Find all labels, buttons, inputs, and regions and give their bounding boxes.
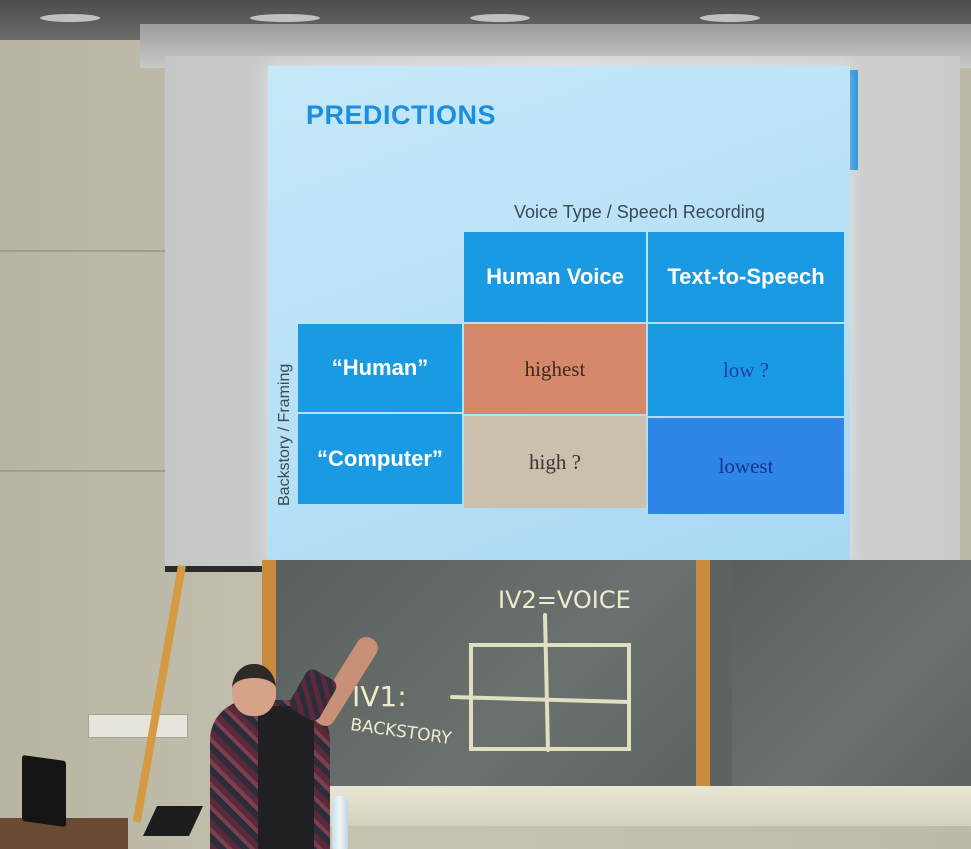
- computer-monitor: [22, 754, 66, 828]
- column-header-text-to-speech: Text-to-Speech: [648, 232, 844, 322]
- ceiling-light: [700, 14, 760, 22]
- chalk-column-label: IV2=VOICE: [498, 586, 631, 614]
- column-header-human-voice: Human Voice: [464, 232, 646, 322]
- presenter-head: [232, 664, 276, 716]
- column-axis-label: Voice Type / Speech Recording: [514, 202, 765, 222]
- slide-edge: [848, 70, 858, 170]
- water-bottle: [332, 796, 348, 849]
- chalkboard-frame: [696, 560, 710, 800]
- chalkboard-panel-right: [732, 560, 971, 790]
- slide-title: PREDICTIONS: [306, 100, 497, 130]
- cell-computer-text-to-speech: lowest: [648, 418, 844, 514]
- ceiling-light: [40, 14, 100, 22]
- cell-human-human-voice: highest: [464, 324, 646, 414]
- wall-seam: [0, 250, 170, 252]
- row-axis-label: Backstory / Framing: [276, 363, 293, 506]
- presenter-shirt: [258, 706, 314, 849]
- wall-seam: [0, 470, 170, 472]
- cell-human-text-to-speech: low ?: [648, 324, 844, 416]
- power-outlet-strip: [88, 714, 188, 738]
- slide: PREDICTIONS Voice Type / Speech Recordin…: [268, 66, 850, 562]
- row-header-human: “Human”: [298, 324, 462, 412]
- ceiling-light: [470, 14, 530, 22]
- chalk-tray: [262, 786, 971, 826]
- ceiling-light: [250, 14, 320, 22]
- chalk-row-label-top: IV1:: [352, 680, 407, 713]
- cell-computer-human-voice: high ?: [464, 416, 646, 508]
- row-header-computer: “Computer”: [298, 414, 462, 504]
